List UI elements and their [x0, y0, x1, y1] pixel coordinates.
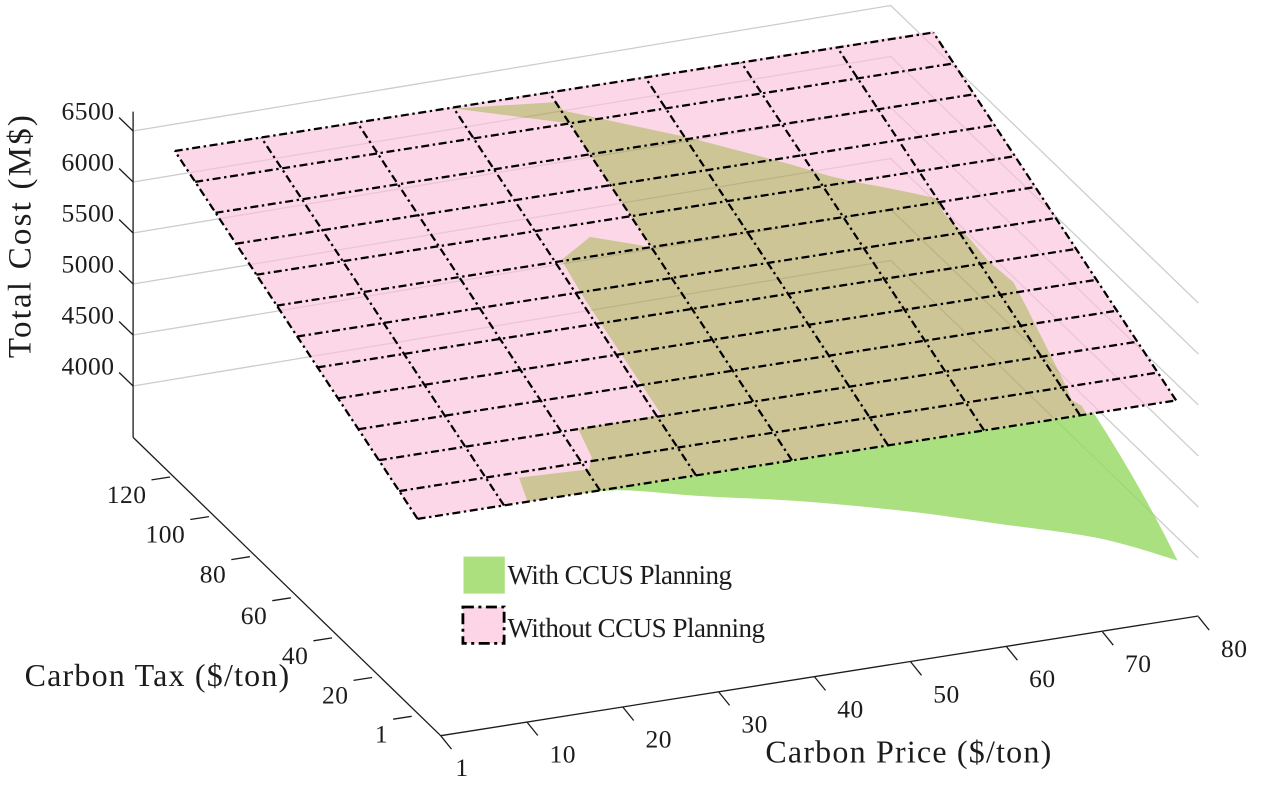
svg-text:50: 50	[933, 679, 960, 708]
svg-text:Without CCUS Planning: Without CCUS Planning	[508, 613, 765, 643]
svg-text:With CCUS Planning: With CCUS Planning	[508, 560, 732, 590]
svg-text:60: 60	[1029, 664, 1056, 693]
svg-text:120: 120	[107, 480, 147, 509]
svg-text:70: 70	[1125, 649, 1152, 678]
svg-text:Carbon Price ($/ton): Carbon Price ($/ton)	[765, 734, 1052, 770]
svg-text:5500: 5500	[62, 199, 115, 228]
svg-text:6500: 6500	[62, 97, 115, 126]
svg-text:Carbon Tax ($/ton): Carbon Tax ($/ton)	[25, 657, 291, 693]
svg-text:20: 20	[322, 681, 349, 710]
svg-text:40: 40	[282, 641, 309, 670]
svg-text:6000: 6000	[62, 148, 115, 177]
svg-text:20: 20	[645, 725, 672, 754]
svg-text:1: 1	[375, 719, 388, 748]
svg-text:80: 80	[1221, 634, 1248, 663]
svg-text:30: 30	[741, 709, 768, 738]
svg-text:4000: 4000	[62, 352, 115, 381]
svg-text:Total Cost (M$): Total Cost (M$)	[3, 113, 39, 358]
svg-text:80: 80	[200, 560, 227, 589]
svg-text:60: 60	[241, 601, 268, 630]
svg-text:100: 100	[146, 520, 186, 549]
svg-text:5000: 5000	[62, 250, 115, 279]
svg-text:1: 1	[455, 753, 468, 782]
svg-text:10: 10	[550, 740, 577, 769]
svg-text:40: 40	[837, 694, 864, 723]
svg-text:4500: 4500	[62, 301, 115, 330]
